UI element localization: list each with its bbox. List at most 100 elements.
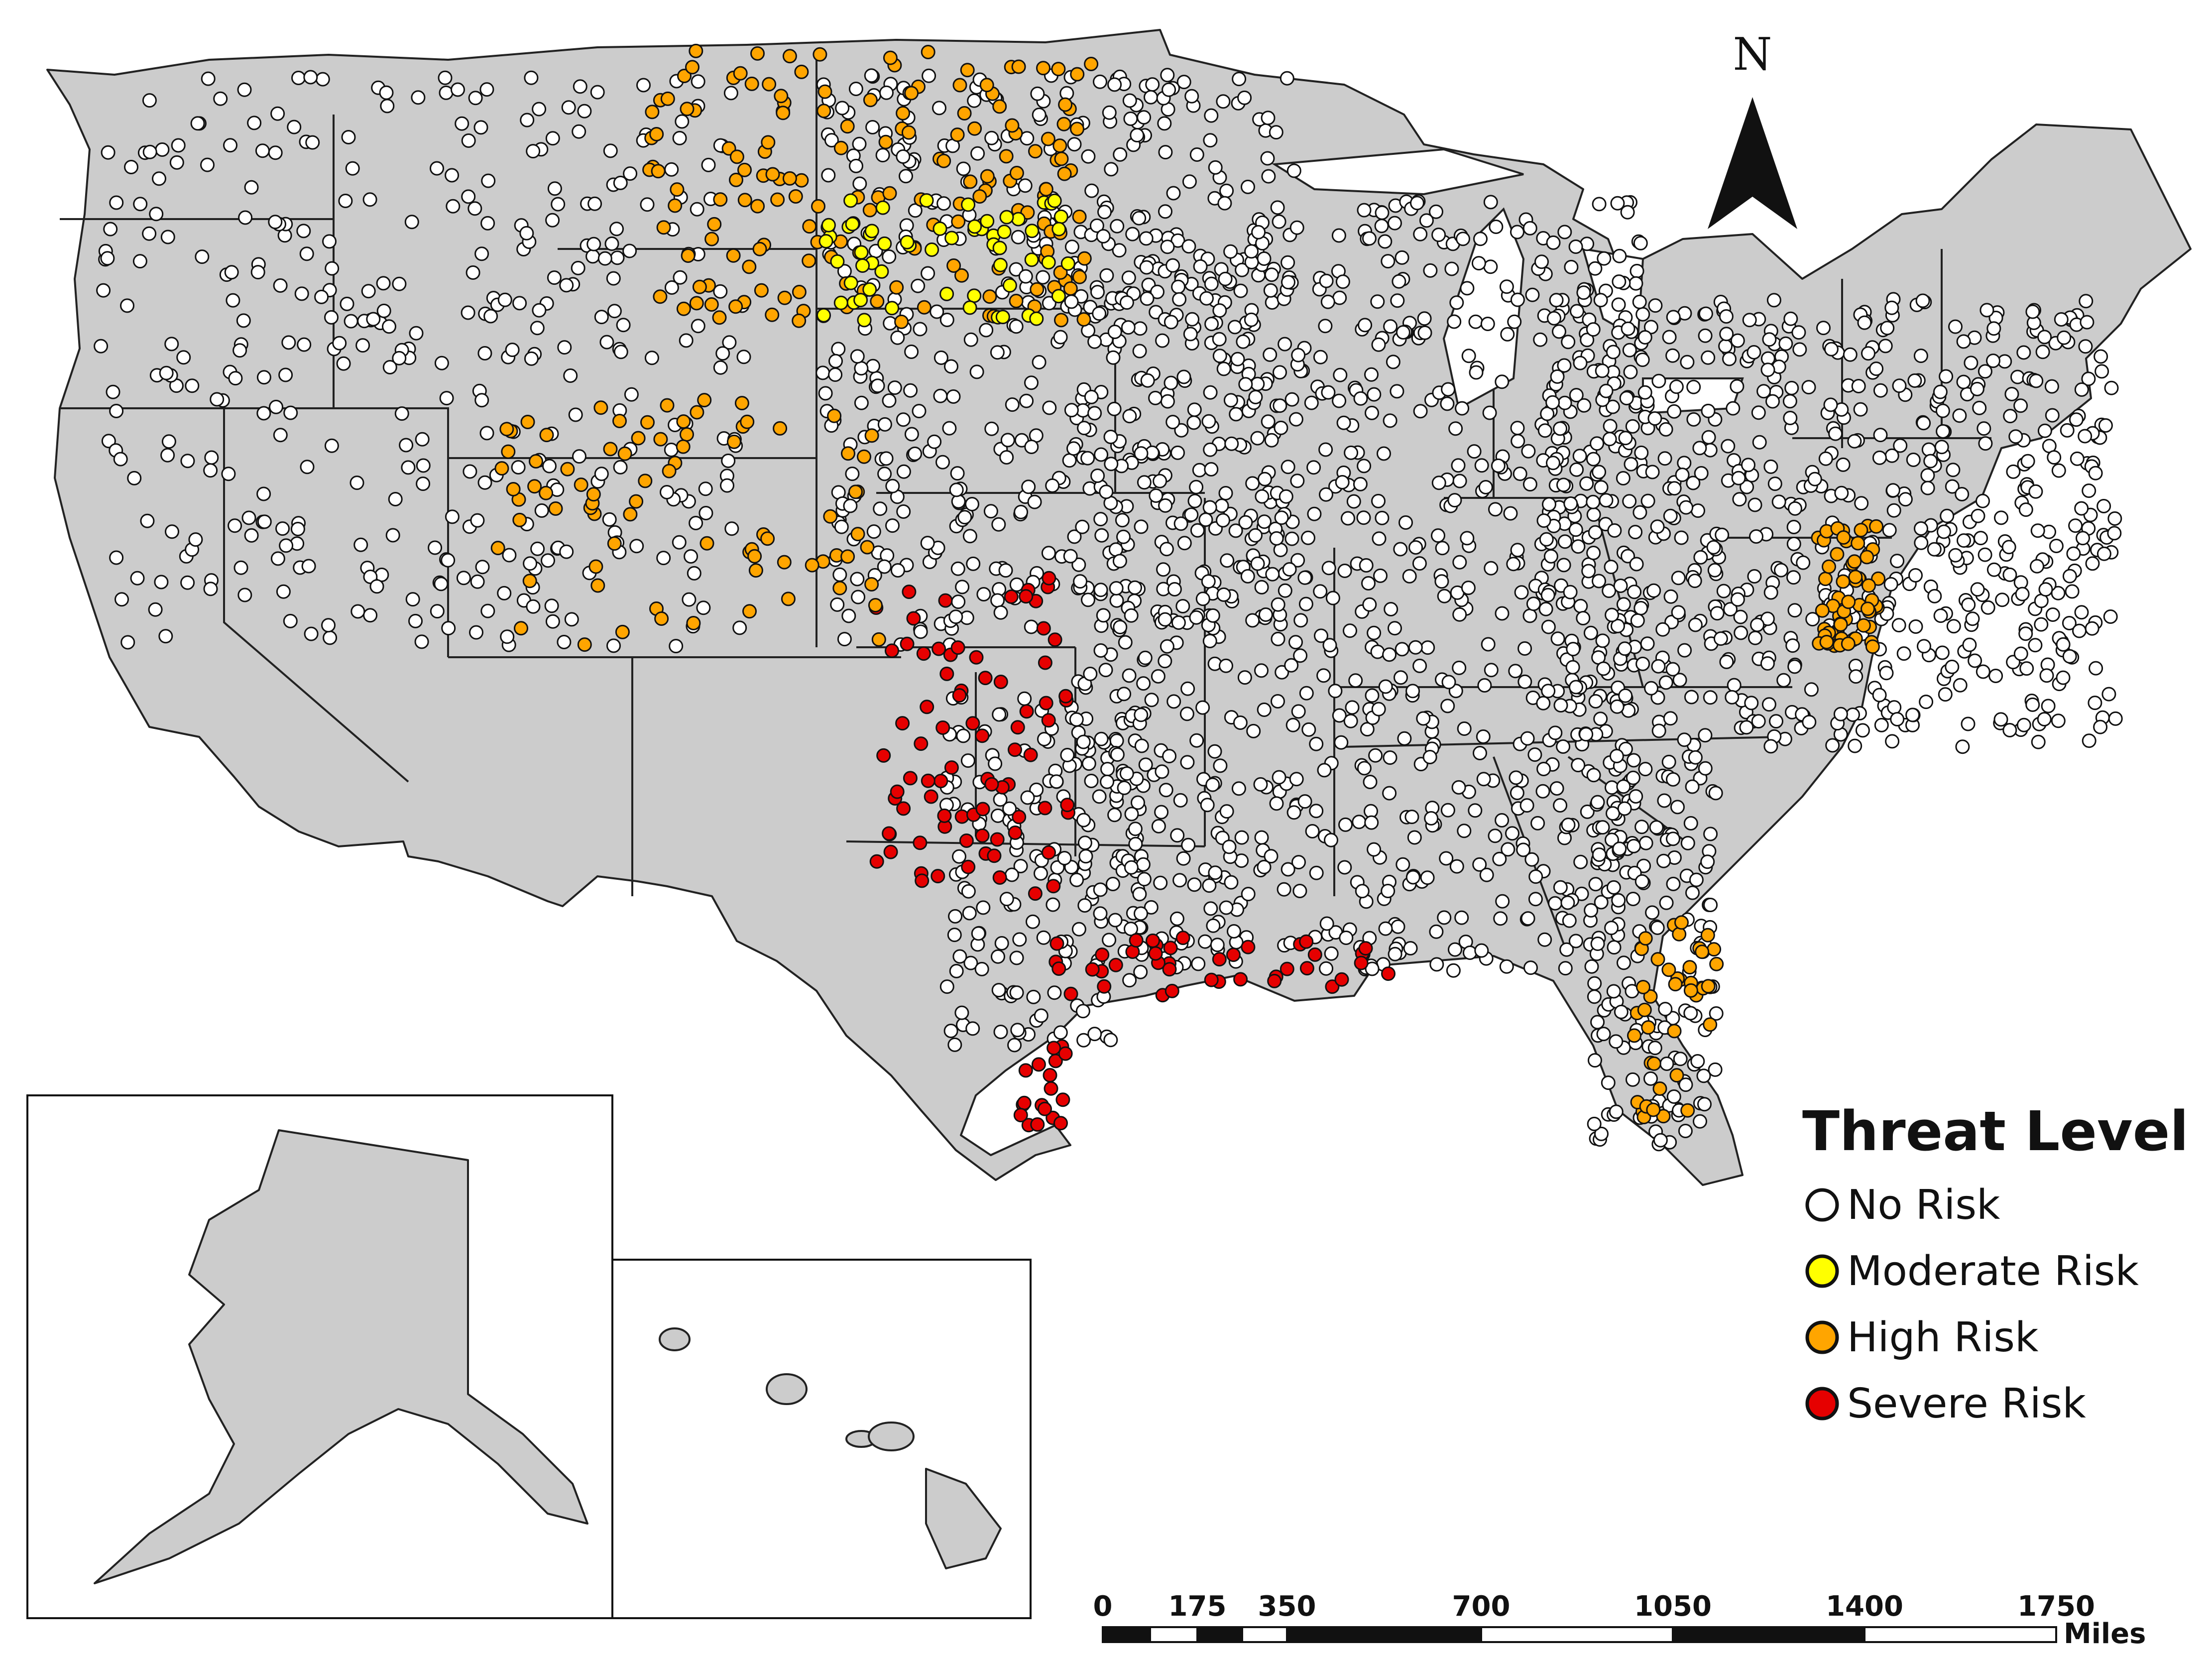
risk-point [411,90,426,105]
risk-point [455,116,469,131]
risk-point [1106,350,1121,365]
risk-point [732,620,747,635]
risk-point [2035,345,2050,359]
risk-point [2049,539,2064,553]
risk-point [752,241,767,256]
risk-point [408,613,423,628]
risk-point [1935,645,1950,660]
risk-point [1149,488,1164,503]
risk-point [1087,1027,1102,1042]
risk-point [956,728,971,743]
risk-point [726,434,741,449]
risk-point [1456,232,1470,246]
risk-point [896,412,911,427]
risk-point [1281,275,1295,290]
risk-point [1457,824,1472,838]
risk-point [1744,696,1759,711]
risk-point [961,197,976,212]
risk-point [638,474,653,488]
risk-point [951,214,966,229]
risk-point [1658,675,1673,690]
risk-point [2015,587,2030,601]
risk-point [1407,830,1422,845]
risk-point [323,630,338,645]
risk-point [1569,462,1584,477]
risk-point [1155,764,1169,779]
risk-point [961,859,976,874]
risk-point [1171,279,1186,294]
risk-point [1606,984,1621,999]
risk-point [1920,468,1935,483]
risk-point [1698,328,1713,343]
risk-point [916,646,931,661]
risk-point [1305,824,1320,838]
risk-point [1119,295,1134,310]
risk-point [1151,669,1165,684]
risk-point [1629,276,1643,291]
risk-point [932,221,947,236]
risk-point [1067,529,1082,544]
risk-point [1325,979,1340,994]
risk-point [1693,550,1708,565]
risk-point [590,578,605,593]
risk-point [494,461,509,476]
risk-point [1530,816,1545,830]
risk-point [1394,670,1408,685]
risk-point [1132,344,1147,358]
risk-point [1333,367,1348,382]
risk-point [1029,311,1044,326]
risk-point [1635,307,1650,322]
risk-point [1267,973,1282,988]
risk-point [1633,600,1648,615]
risk-point [1184,507,1199,522]
risk-point [1622,343,1637,357]
risk-point [685,60,699,75]
risk-point [1474,458,1489,473]
risk-point [1217,196,1232,211]
risk-point [824,133,839,148]
risk-point [401,460,416,475]
risk-point [1338,817,1353,832]
risk-point [864,428,879,443]
risk-point [132,254,147,269]
risk-point [1484,663,1499,678]
risk-point [877,559,892,574]
risk-point [2089,661,2103,676]
alaska-landmass [94,1129,588,1584]
risk-point [1634,445,1649,460]
risk-point [201,71,216,86]
risk-point [979,78,994,93]
risk-point [900,636,915,651]
risk-point [1548,725,1563,740]
risk-point [765,167,780,182]
risk-point [1263,347,1278,362]
risk-point [350,604,365,619]
risk-point [1054,151,1069,166]
risk-point [1286,805,1301,820]
risk-point [864,68,879,83]
risk-point [1179,707,1194,721]
risk-point [865,120,880,134]
risk-point [1076,813,1091,828]
risk-point [1304,395,1319,410]
risk-point [965,497,979,511]
risk-point [1208,865,1223,880]
risk-point [1833,617,1848,632]
risk-point [1455,401,1470,416]
risk-point [622,243,637,258]
risk-point [1650,920,1665,935]
risk-point [1314,628,1328,643]
risk-point [1041,713,1056,728]
risk-point [1097,205,1112,220]
risk-point [1700,854,1715,869]
risk-point [1377,446,1391,461]
risk-point [1084,774,1099,788]
risk-point [165,524,179,539]
risk-point [1691,503,1705,518]
risk-point [883,50,898,65]
risk-point [1228,523,1243,538]
risk-point [590,85,605,100]
risk-point [975,828,990,843]
risk-point [1592,197,1607,212]
